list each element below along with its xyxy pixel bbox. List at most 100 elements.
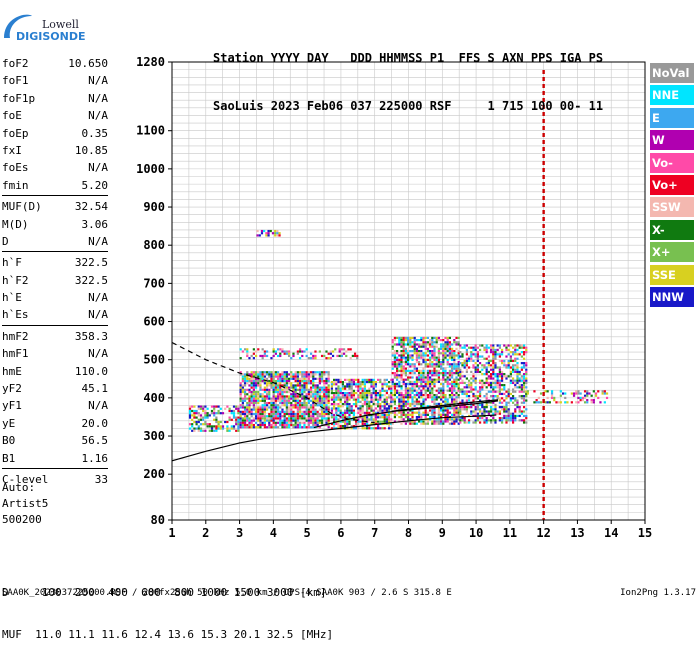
- echo-point: [400, 365, 403, 368]
- echo-point: [292, 415, 295, 418]
- echo-point: [407, 400, 410, 403]
- echo-point: [485, 357, 488, 360]
- echo-point: [250, 408, 253, 411]
- echo-point: [257, 371, 260, 374]
- echo-point: [494, 386, 497, 389]
- echo-point: [383, 427, 386, 430]
- echo-point: [481, 388, 484, 391]
- echo-point: [268, 388, 271, 391]
- echo-point: [296, 395, 299, 398]
- echo-point: [444, 413, 447, 416]
- echo-point: [413, 363, 416, 366]
- echo-point: [605, 392, 609, 395]
- echo-point: [265, 377, 269, 380]
- echo-point: [283, 379, 286, 383]
- echo-point: [301, 393, 304, 396]
- echo-point: [525, 390, 528, 393]
- echo-point: [320, 386, 324, 389]
- echo-point: [437, 363, 441, 366]
- echo-point: [316, 417, 319, 420]
- echo-point: [357, 380, 360, 384]
- echo-point: [283, 401, 286, 405]
- echo-point: [274, 421, 277, 424]
- echo-point: [483, 348, 486, 352]
- echo-point: [254, 406, 258, 409]
- echo-point: [325, 417, 328, 420]
- echo-point: [418, 411, 421, 414]
- echo-point: [309, 408, 313, 411]
- echo-point: [494, 403, 497, 407]
- echo-point: [398, 416, 401, 419]
- echo-point: [404, 405, 408, 408]
- echo-point: [248, 417, 251, 420]
- echo-point: [442, 378, 445, 381]
- echo-point: [435, 372, 438, 375]
- echo-point: [402, 407, 405, 410]
- echo-point: [404, 336, 408, 339]
- echo-point: [285, 397, 288, 400]
- echo-point: [235, 416, 238, 419]
- echo-point: [314, 423, 317, 427]
- echo-point: [353, 352, 357, 355]
- echo-point: [332, 427, 336, 430]
- echo-point: [481, 386, 484, 389]
- echo-point: [250, 390, 253, 394]
- echo-point: [301, 426, 304, 429]
- echo-point: [481, 355, 484, 358]
- echo-point: [442, 376, 445, 379]
- param-value: 10.650: [68, 57, 108, 70]
- echo-point: [461, 399, 464, 402]
- echo-point: [459, 421, 462, 424]
- echo-point: [357, 378, 360, 381]
- param-value: N/A: [88, 91, 108, 105]
- echo-point: [485, 348, 488, 352]
- echo-point: [507, 395, 510, 398]
- echo-point: [188, 407, 192, 410]
- echo-point: [476, 403, 479, 407]
- echo-point: [505, 397, 508, 400]
- echo-point: [353, 354, 357, 358]
- param-row: D N/A: [2, 233, 108, 250]
- echo-point: [418, 343, 421, 346]
- echo-point: [413, 341, 416, 344]
- echo-point: [404, 350, 408, 353]
- echo-point: [327, 371, 330, 374]
- echo-point: [254, 401, 258, 405]
- echo-point: [363, 398, 366, 401]
- echo-point: [327, 375, 330, 378]
- echo-point: [409, 365, 412, 368]
- echo-point: [459, 351, 462, 354]
- echo-point: [259, 415, 262, 418]
- y-tick-label: 200: [143, 467, 165, 481]
- echo-point: [483, 410, 486, 413]
- echo-point: [411, 376, 414, 379]
- echo-point: [348, 407, 351, 410]
- echo-point: [509, 419, 512, 422]
- echo-point: [278, 234, 281, 237]
- echo-point: [241, 350, 244, 353]
- echo-point: [390, 385, 393, 388]
- echo-point: [426, 383, 430, 386]
- echo-point: [257, 419, 260, 422]
- echo-point: [354, 427, 358, 430]
- echo-point: [507, 410, 510, 413]
- echo-point: [431, 413, 434, 416]
- echo-point: [402, 383, 405, 386]
- echo-point: [316, 377, 319, 380]
- echo-point: [522, 379, 526, 382]
- echo-point: [455, 365, 458, 368]
- echo-point: [398, 363, 401, 366]
- echo-point: [566, 401, 569, 404]
- echo-point: [248, 395, 251, 398]
- echo-point: [374, 427, 377, 430]
- echo-point: [424, 376, 427, 379]
- echo-point: [470, 412, 473, 415]
- echo-point: [470, 355, 473, 358]
- echo-point: [272, 410, 275, 413]
- x-tick-label: 3: [236, 526, 243, 540]
- echo-point: [431, 369, 434, 372]
- echo-point: [370, 409, 373, 412]
- y-tick-label: 600: [143, 315, 165, 329]
- echo-point: [451, 422, 454, 425]
- echo-point: [420, 422, 423, 425]
